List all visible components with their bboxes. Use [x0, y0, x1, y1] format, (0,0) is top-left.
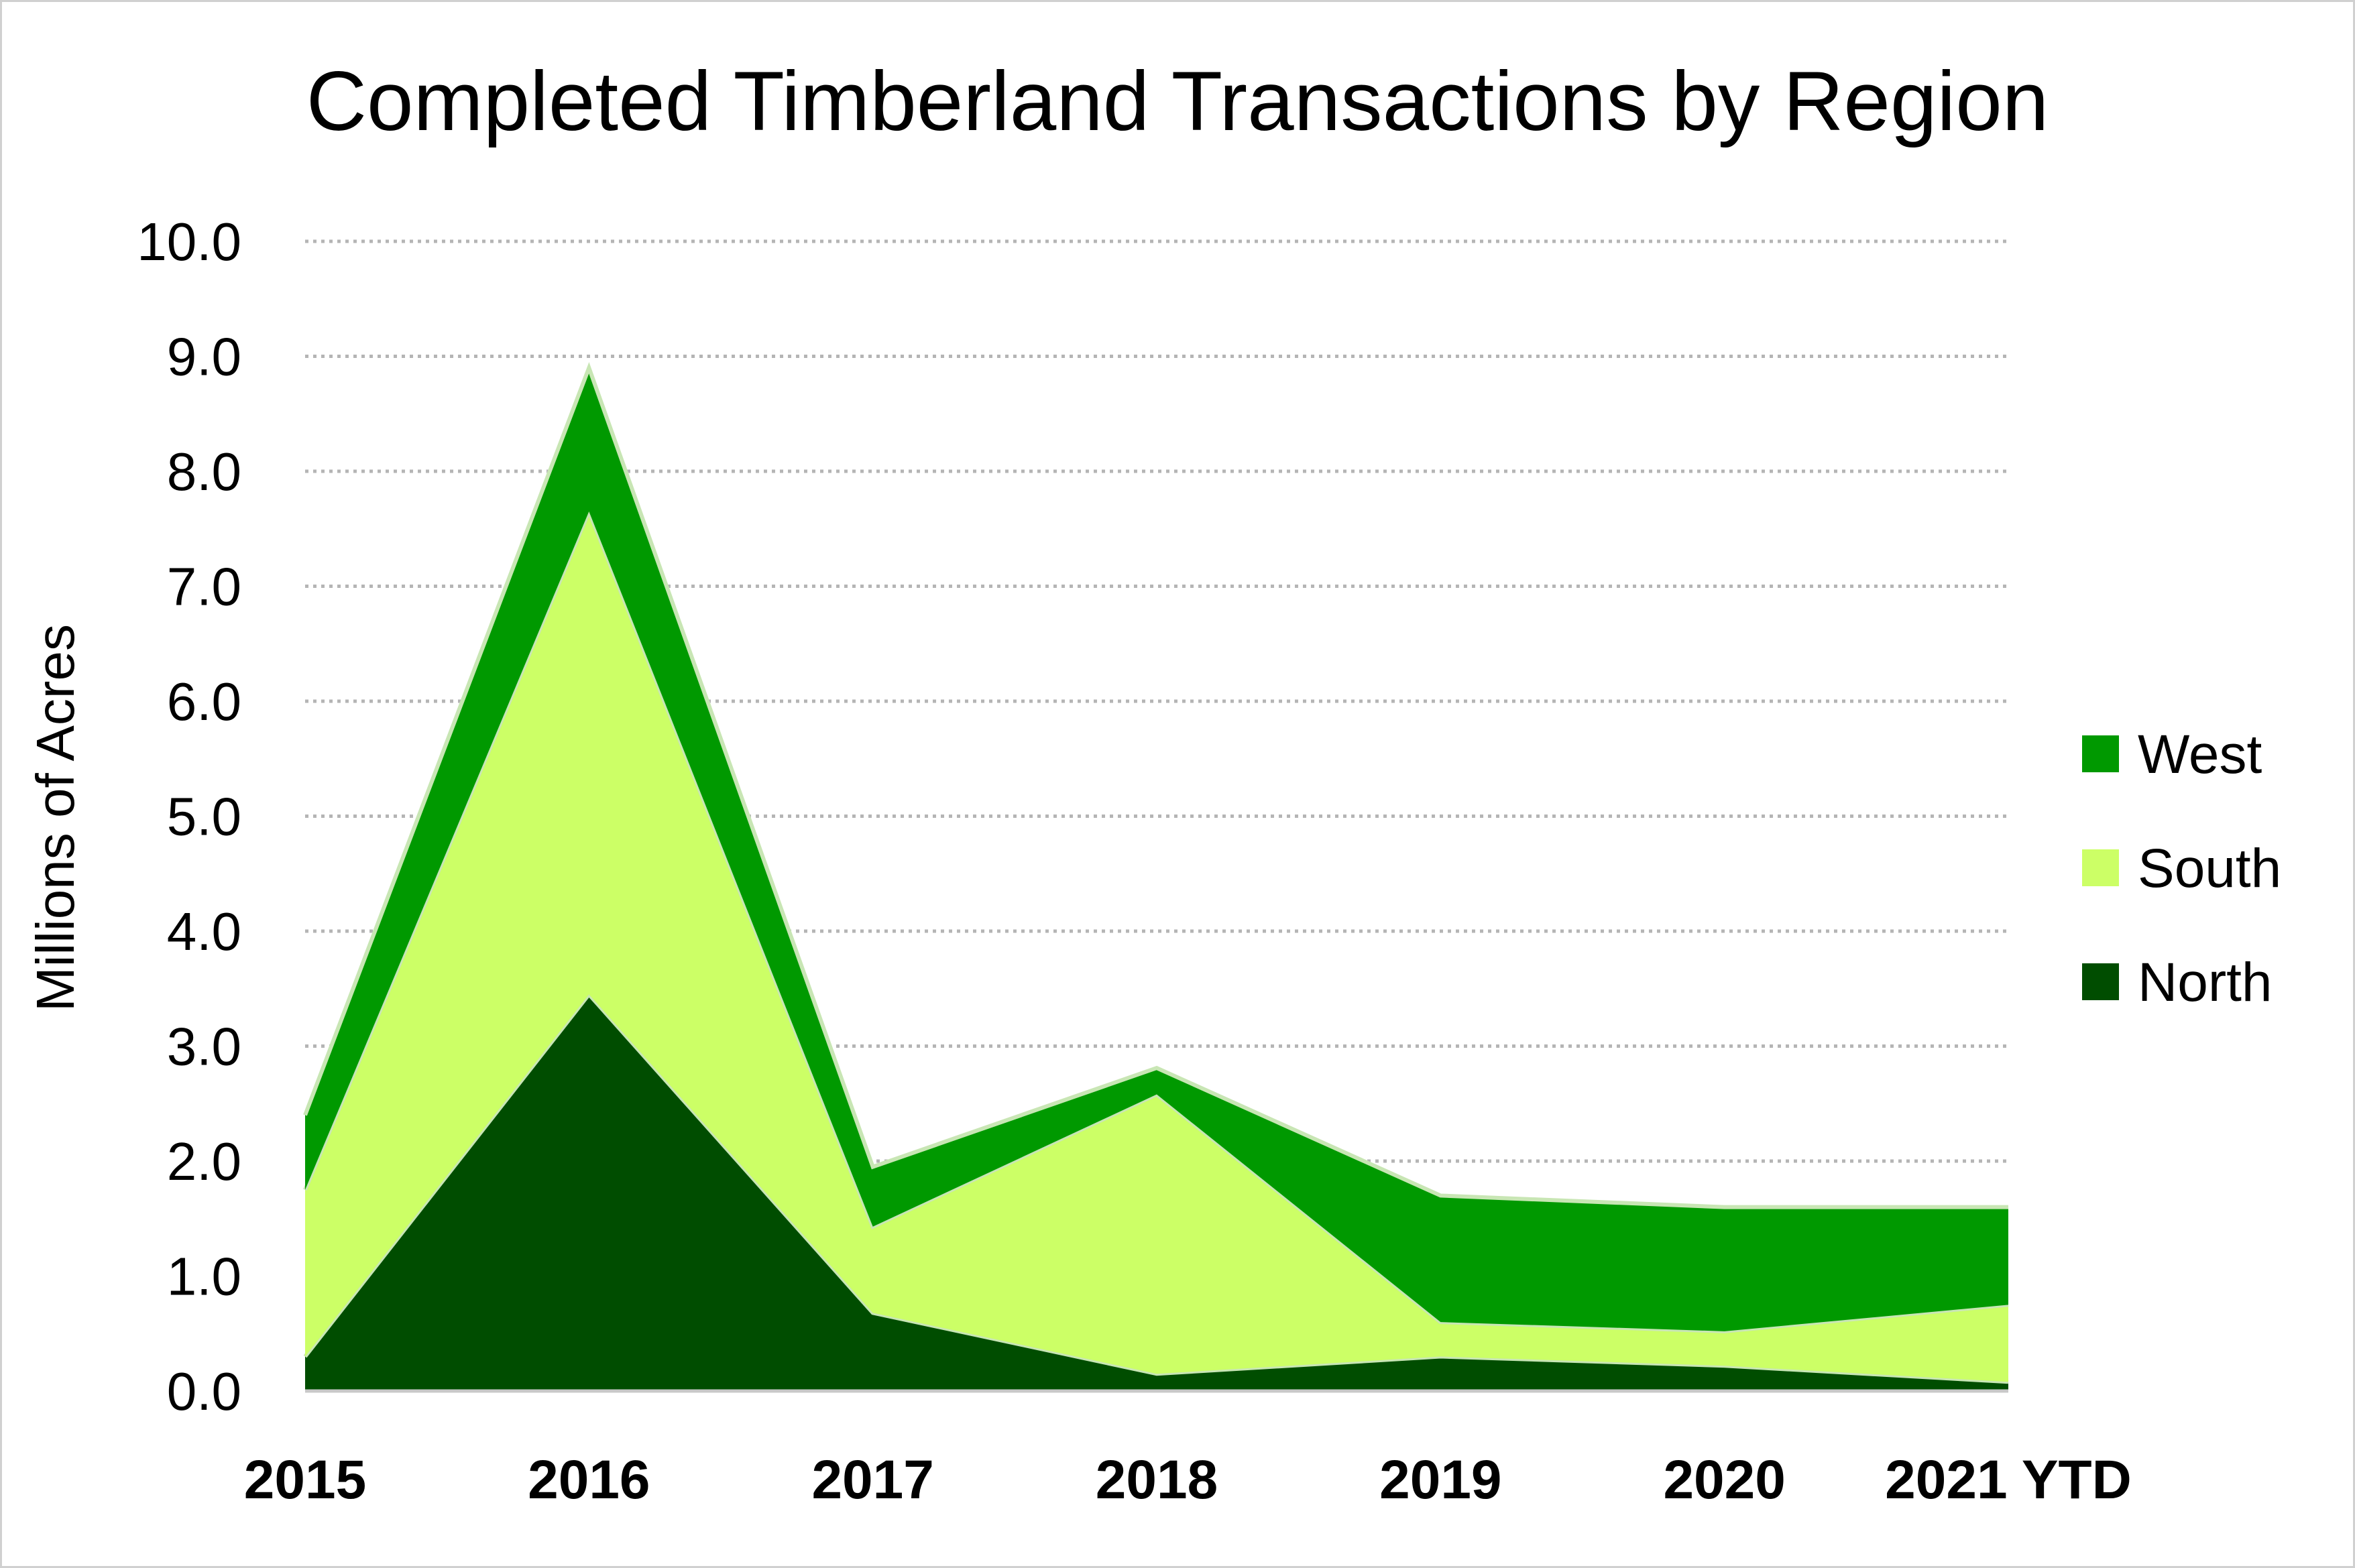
plot-area: [303, 361, 2009, 1393]
y-tick-label: 4.0: [167, 902, 241, 961]
legend-swatch-north: [2082, 963, 2119, 1000]
y-tick-label: 2.0: [167, 1132, 241, 1191]
x-axis: 2015 2016 2017 2018 2019 2020 2021 YTD: [244, 1449, 2132, 1510]
x-tick-label: 2020: [1663, 1449, 1785, 1510]
x-tick-label: 2017: [811, 1449, 933, 1510]
chart-title: Completed Timberland Transactions by Reg…: [306, 55, 2049, 148]
x-tick-label: 2016: [528, 1449, 650, 1510]
y-axis: 0.0 1.0 2.0 3.0 4.0 5.0 6.0 7.0 8.0 9.0 10.0: [137, 212, 241, 1421]
y-tick-label: 1.0: [167, 1247, 241, 1307]
x-tick-label: 2018: [1096, 1449, 1218, 1510]
y-tick-label: 5.0: [167, 787, 241, 847]
y-tick-label: 10.0: [137, 212, 241, 272]
x-tick-label: 2015: [244, 1449, 366, 1510]
y-tick-label: 9.0: [167, 327, 241, 387]
y-tick-label: 8.0: [167, 442, 241, 501]
y-tick-label: 6.0: [167, 672, 241, 731]
legend-label-north: North: [2138, 952, 2273, 1013]
legend: West South North: [2082, 724, 2281, 1013]
legend-label-south: South: [2138, 838, 2281, 899]
legend-swatch-west: [2082, 735, 2119, 772]
y-tick-label: 0.0: [167, 1362, 241, 1421]
x-tick-label: 2019: [1379, 1449, 1501, 1510]
y-axis-label: Millions of Acres: [25, 624, 85, 1012]
area-south: [305, 511, 2008, 1382]
legend-swatch-south: [2082, 849, 2119, 886]
area-north: [305, 994, 2008, 1391]
legend-label-west: West: [2138, 724, 2262, 785]
y-tick-label: 3.0: [167, 1017, 241, 1077]
x-tick-label: 2021 YTD: [1885, 1449, 2132, 1510]
area-edge-west: [303, 361, 2008, 1209]
area-west: [305, 367, 2008, 1331]
y-tick-label: 7.0: [167, 557, 241, 617]
